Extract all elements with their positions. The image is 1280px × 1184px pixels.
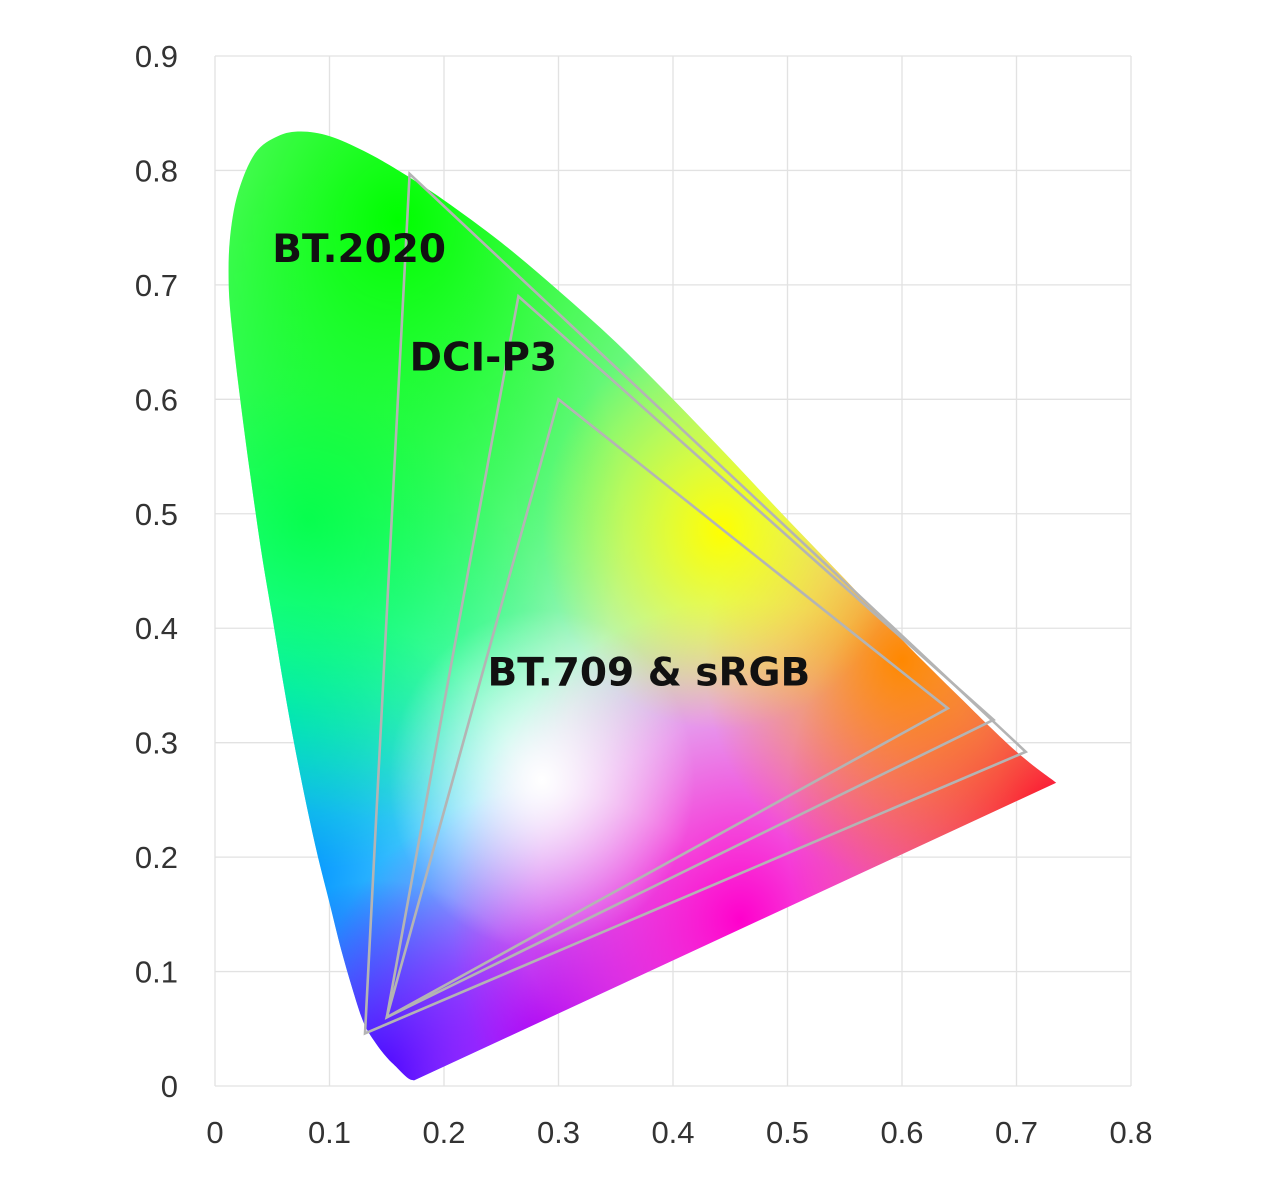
x-tick-label: 0.5: [766, 1115, 809, 1150]
y-tick-label: 0.9: [135, 39, 178, 74]
gamut-labels: BT.2020 DCI-P3 BT.709 & sRGB: [272, 227, 810, 695]
y-tick-label: 0.6: [135, 382, 178, 417]
axis-ticks: 0 0.1 0.2 0.3 0.4 0.5 0.6 0.7 0.8 0 0.1 0.2 0.3 0.4 0.…: [135, 39, 1153, 1150]
y-tick-label: 0.2: [135, 840, 178, 875]
y-tick-label: 0: [161, 1069, 178, 1104]
gamut-triangles: [363, 171, 1029, 1036]
y-tick-label: 0.7: [135, 268, 178, 303]
x-tick-label: 0.4: [651, 1115, 694, 1150]
gamut-label-bt-709-srgb: BT.709 & sRGB: [488, 650, 811, 695]
gamut-triangle-dci-p3: [385, 293, 996, 1020]
x-tick-label: 0.3: [537, 1115, 580, 1150]
y-tick-label: 0.5: [135, 497, 178, 532]
x-tick-label: 0.7: [995, 1115, 1038, 1150]
x-tick-label: 0: [206, 1115, 223, 1150]
gamut-label-dci-p3: DCI-P3: [410, 336, 557, 381]
x-tick-label: 0.8: [1109, 1115, 1152, 1150]
gamut-label-bt-2020: BT.2020: [272, 227, 446, 272]
gamut-triangle-bt-2020: [363, 171, 1029, 1036]
x-tick-label: 0.6: [880, 1115, 923, 1150]
y-tick-label: 0.4: [135, 611, 178, 646]
y-tick-label: 0.3: [135, 726, 178, 761]
x-tick-label: 0.1: [308, 1115, 351, 1150]
y-tick-label: 0.8: [135, 153, 178, 188]
y-tick-label: 0.1: [135, 955, 178, 990]
gamut-triangle-bt-709-srgb: [384, 397, 951, 1020]
x-tick-label: 0.2: [422, 1115, 465, 1150]
